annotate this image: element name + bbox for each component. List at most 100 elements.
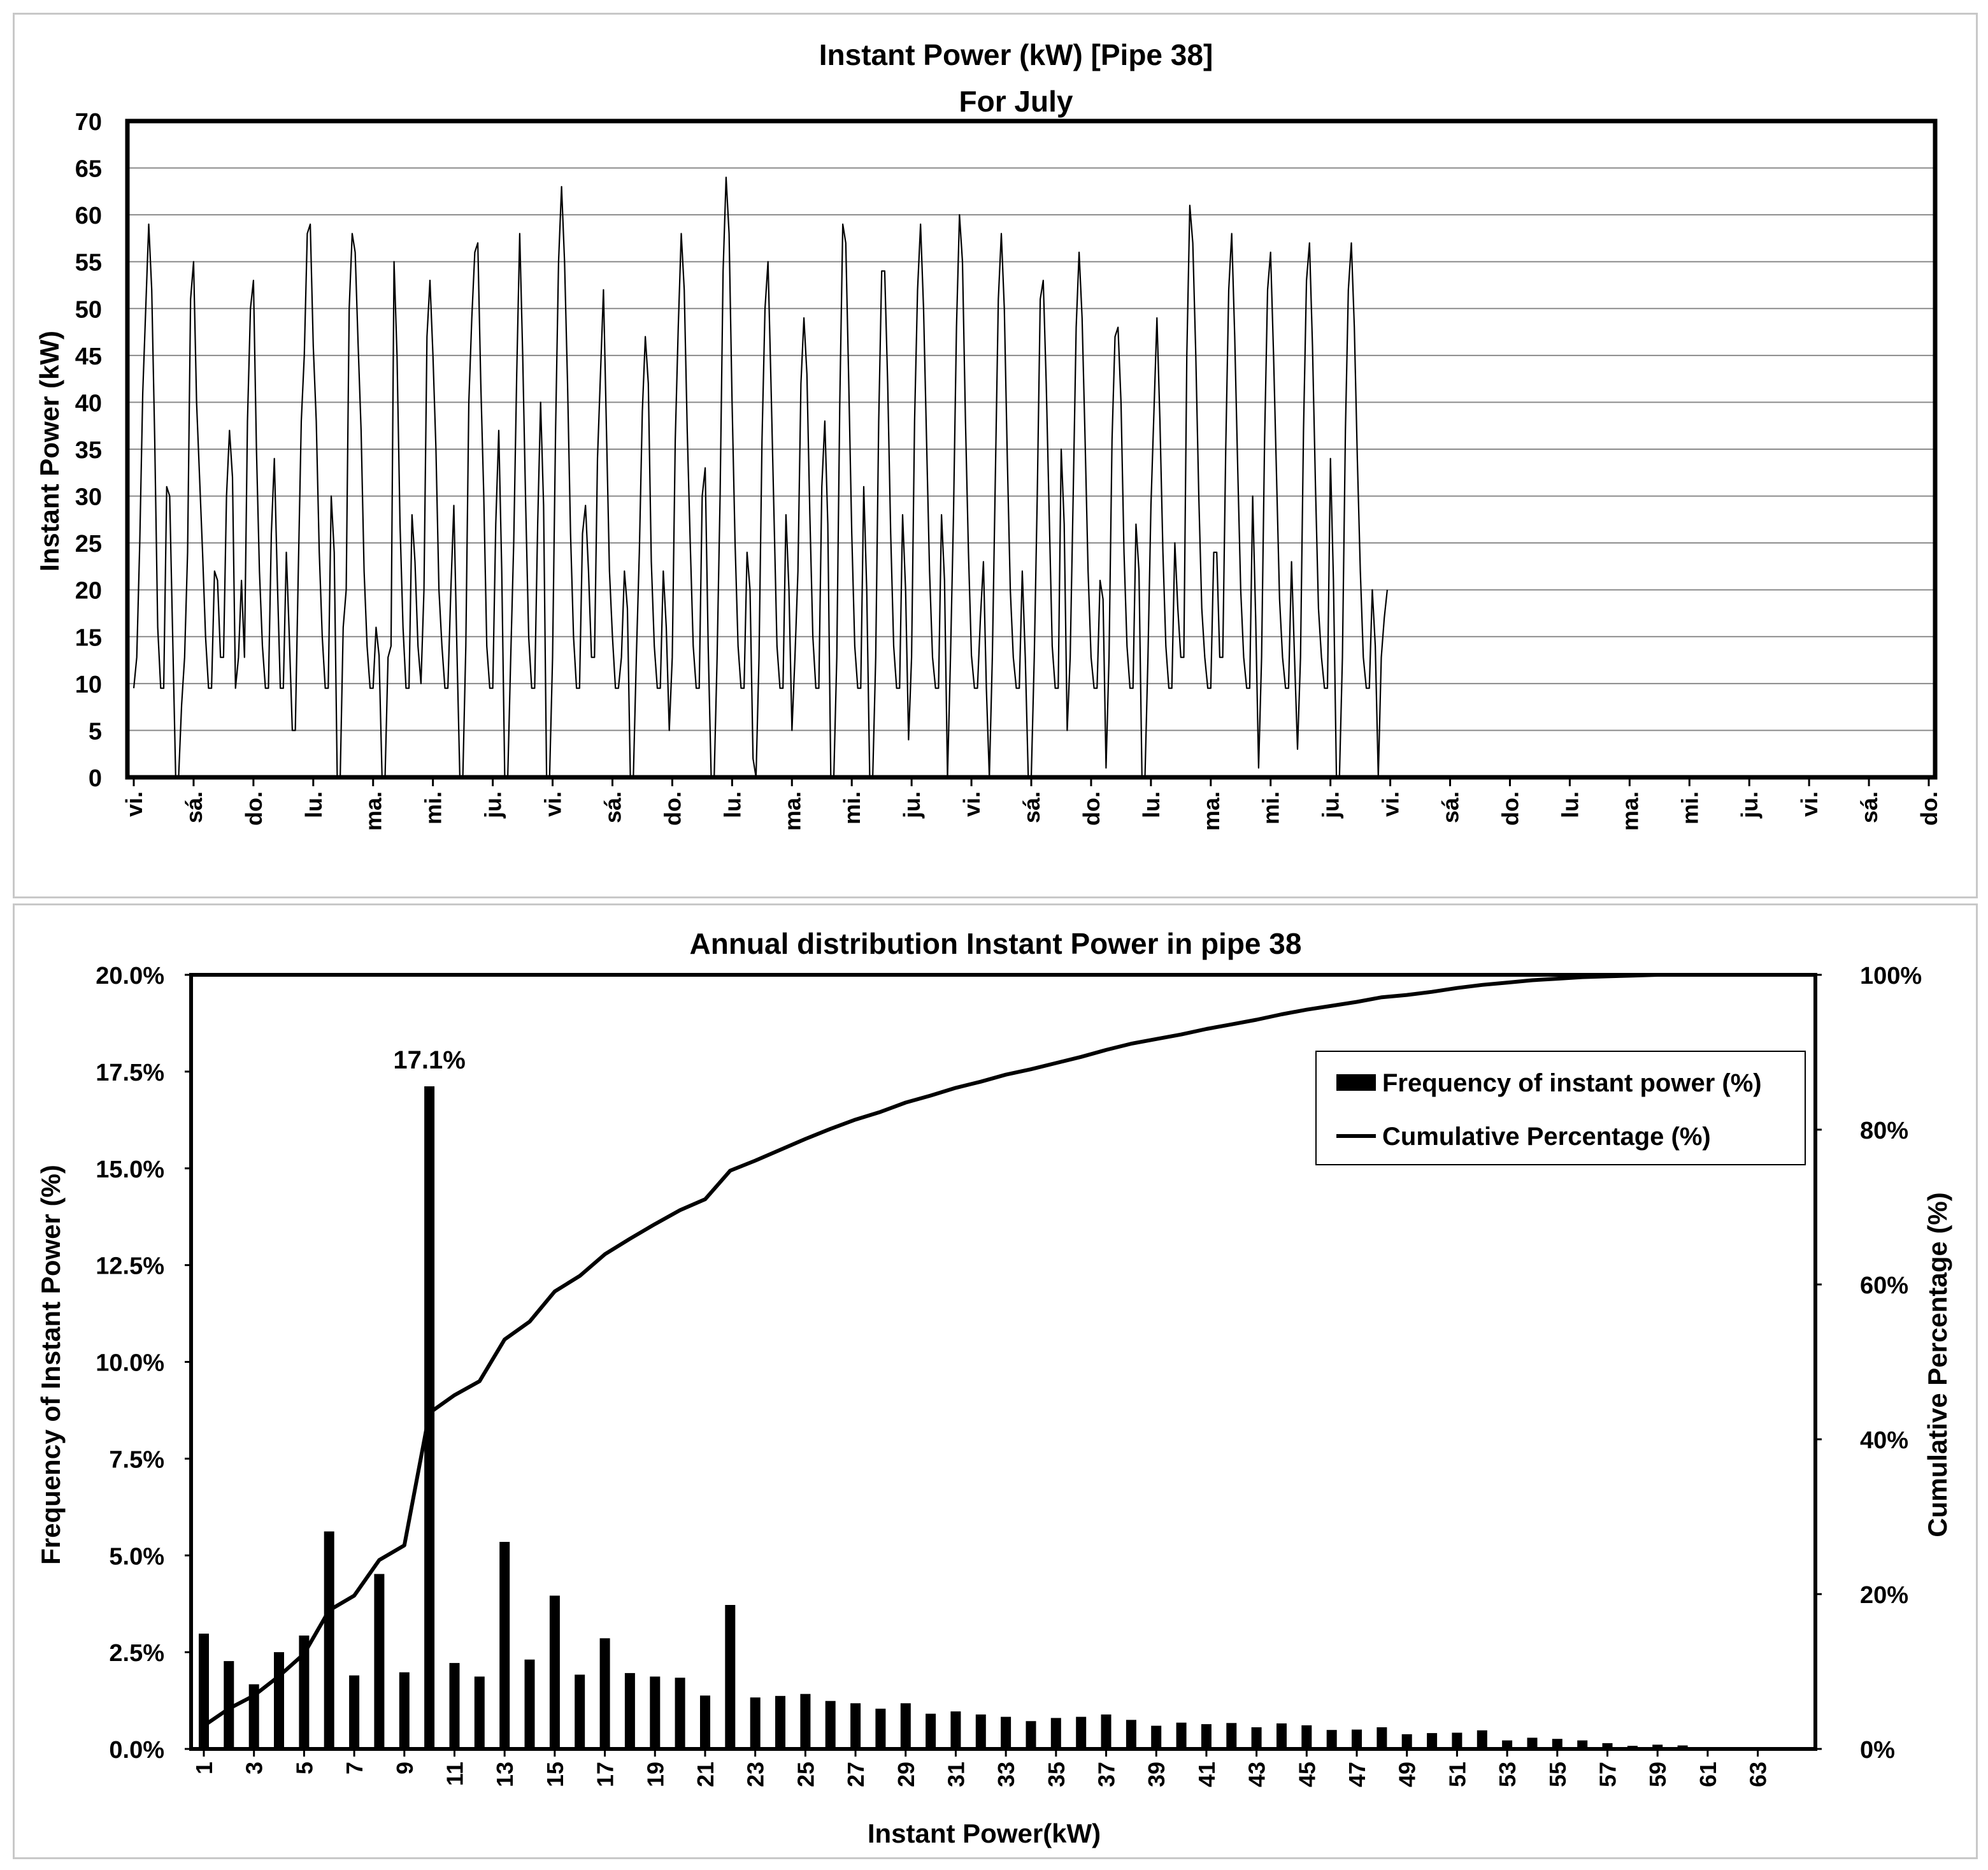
chart2-x-ticks: 1 3 5 7 9 11 13 15 17 19 21 23 25 27 29 31 33 35 37 39 41 43 4… (191, 1749, 1771, 1787)
frequency-bar (675, 1678, 685, 1749)
chart1-y-tick-label: 65 (75, 156, 102, 183)
frequency-bar (575, 1674, 585, 1749)
frequency-bar (1226, 1723, 1237, 1749)
chart1-y-tick-label: 60 (75, 203, 102, 229)
chart1-y-tick-label: 25 (75, 531, 102, 557)
chart1-x-tick-label: vi. (1378, 791, 1404, 817)
frequency-bar (1151, 1725, 1162, 1749)
frequency-bar (1477, 1730, 1487, 1749)
legend-label-frequency: Frequency of instant power (%) (1382, 1069, 1762, 1097)
frequency-bar (374, 1574, 385, 1749)
chart1-x-tick-label: vi. (959, 791, 985, 817)
chart2-x-tick-label: 29 (893, 1762, 919, 1787)
chart2-y-tick-label: 2.5% (109, 1640, 164, 1667)
chart1-y-ticks: 0 5 10 15 20 25 30 35 40 45 50 55 60 65 70 (75, 109, 102, 792)
chart1-x-tick-label: vi. (540, 791, 566, 817)
chart2-x-tick-label: 31 (943, 1762, 969, 1787)
frequency-bar (499, 1542, 510, 1749)
chart2-y-ticks: 0.0% 2.5% 5.0% 7.5% 10.0% 12.5% 15.0% 17.5% 20.0… (96, 963, 191, 1764)
frequency-bar (975, 1714, 986, 1749)
chart1-x-tick-label: sá. (181, 791, 207, 823)
chart2-y2-ticks: 0% 20% 40% 60% 80% 100% (1815, 963, 1922, 1764)
cumulative-percentage-line (203, 973, 1783, 1728)
chart2-x-tick-label: 11 (441, 1762, 468, 1786)
frequency-bar (324, 1531, 334, 1749)
frequency-bar (1076, 1716, 1087, 1749)
frequency-bar (1652, 1744, 1663, 1749)
frequency-bar (1401, 1734, 1412, 1749)
frequency-bar (349, 1675, 360, 1749)
chart2-x-tick-label: 41 (1194, 1762, 1220, 1787)
chart1-y-tick-label: 20 (75, 578, 102, 605)
chart2-x-tick-label: 21 (692, 1762, 719, 1787)
chart2-y-tick-label: 0.0% (109, 1737, 164, 1764)
chart2-x-tick-label: 35 (1043, 1762, 1069, 1787)
frequency-bar (900, 1703, 911, 1749)
chart2-x-tick-label: 55 (1545, 1762, 1571, 1787)
frequency-bar (1602, 1743, 1613, 1749)
chart1-y-tick-label: 15 (75, 624, 102, 651)
chart2-x-tick-label: 39 (1143, 1762, 1169, 1787)
frequency-bar (775, 1695, 785, 1749)
chart2-plot-frame (189, 973, 1817, 1751)
frequency-bar (875, 1708, 886, 1749)
frequency-bar (524, 1659, 535, 1749)
chart1-x-tick-label: do. (1916, 791, 1942, 826)
frequency-bar (1352, 1729, 1362, 1749)
chart1-title: Instant Power (kW) [Pipe 38] (819, 38, 1213, 71)
chart1-x-tick-label: do. (241, 791, 267, 826)
frequency-bar (1201, 1724, 1212, 1749)
frequency-bar (825, 1701, 836, 1749)
chart2-x-tick-label: 63 (1745, 1762, 1771, 1787)
chart2-x-tick-label: 5 (291, 1762, 317, 1774)
chart2-x-tick-label: 15 (542, 1762, 568, 1787)
chart1-x-tick-label: mi. (839, 791, 865, 824)
chart1-y-tick-label: 50 (75, 296, 102, 323)
frequency-bar (248, 1684, 259, 1749)
chart2-x-tick-label: 23 (743, 1762, 769, 1787)
chart1-y-tick-label: 0 (89, 765, 102, 792)
frequency-bar (399, 1672, 410, 1749)
chart1-plot-frame (125, 119, 1938, 780)
chart2-x-tick-label: 57 (1595, 1762, 1621, 1787)
frequency-bar (299, 1636, 310, 1749)
chart2-y-tick-label: 20.0% (96, 963, 164, 989)
chart1-x-tick-label: sá. (599, 791, 626, 823)
frequency-bar (1502, 1740, 1513, 1749)
frequency-bar (1251, 1727, 1262, 1749)
chart1-subtitle: For July (959, 85, 1073, 118)
chart1-x-tick-label: lu. (719, 791, 745, 818)
chart1-x-tick-label: do. (1078, 791, 1105, 826)
chart2-x-tick-label: 51 (1444, 1762, 1470, 1787)
chart1-y-tick-label: 5 (89, 718, 102, 745)
frequency-bar (850, 1703, 861, 1749)
chart2-cumulative-line (203, 973, 1783, 1728)
chart2-x-tick-label: 61 (1695, 1762, 1721, 1787)
chart1-x-tick-label: ju. (480, 791, 506, 819)
frequency-bar (650, 1676, 661, 1749)
chart1-x-tick-label: sá. (1019, 791, 1045, 823)
chart1-x-tick-label: ma. (779, 791, 805, 831)
chart2-y2-tick-label: 0% (1860, 1737, 1895, 1764)
chart1-x-tick-label: lu. (1138, 791, 1164, 818)
frequency-bar (1101, 1714, 1112, 1749)
chart1-x-tick-label: ju. (899, 791, 925, 819)
chart2-y-axis-label: Frequency of Instant Power (%) (36, 1165, 66, 1565)
chart2-y2-tick-label: 80% (1860, 1118, 1908, 1144)
frequency-bar (624, 1672, 635, 1749)
chart1-x-tick-label: ju. (1318, 791, 1344, 819)
frequency-bar (1552, 1739, 1563, 1749)
chart2-x-tick-label: 53 (1494, 1762, 1520, 1787)
frequency-bar (700, 1695, 710, 1749)
chart1-x-tick-label: vi. (121, 791, 147, 817)
chart2-x-tick-label: 59 (1645, 1762, 1671, 1787)
chart2-bars (199, 1086, 1788, 1749)
frequency-bar (950, 1711, 961, 1749)
chart2-y2-axis-label: Cumulative Percentage (%) (1922, 1192, 1952, 1537)
frequency-bar (1050, 1718, 1061, 1749)
frequency-bar (199, 1634, 209, 1749)
chart2-y2-tick-label: 20% (1860, 1582, 1908, 1609)
chart2-x-tick-label: 45 (1294, 1762, 1320, 1787)
chart2-x-tick-label: 7 (341, 1762, 368, 1774)
chart2-x-tick-label: 3 (241, 1762, 268, 1774)
